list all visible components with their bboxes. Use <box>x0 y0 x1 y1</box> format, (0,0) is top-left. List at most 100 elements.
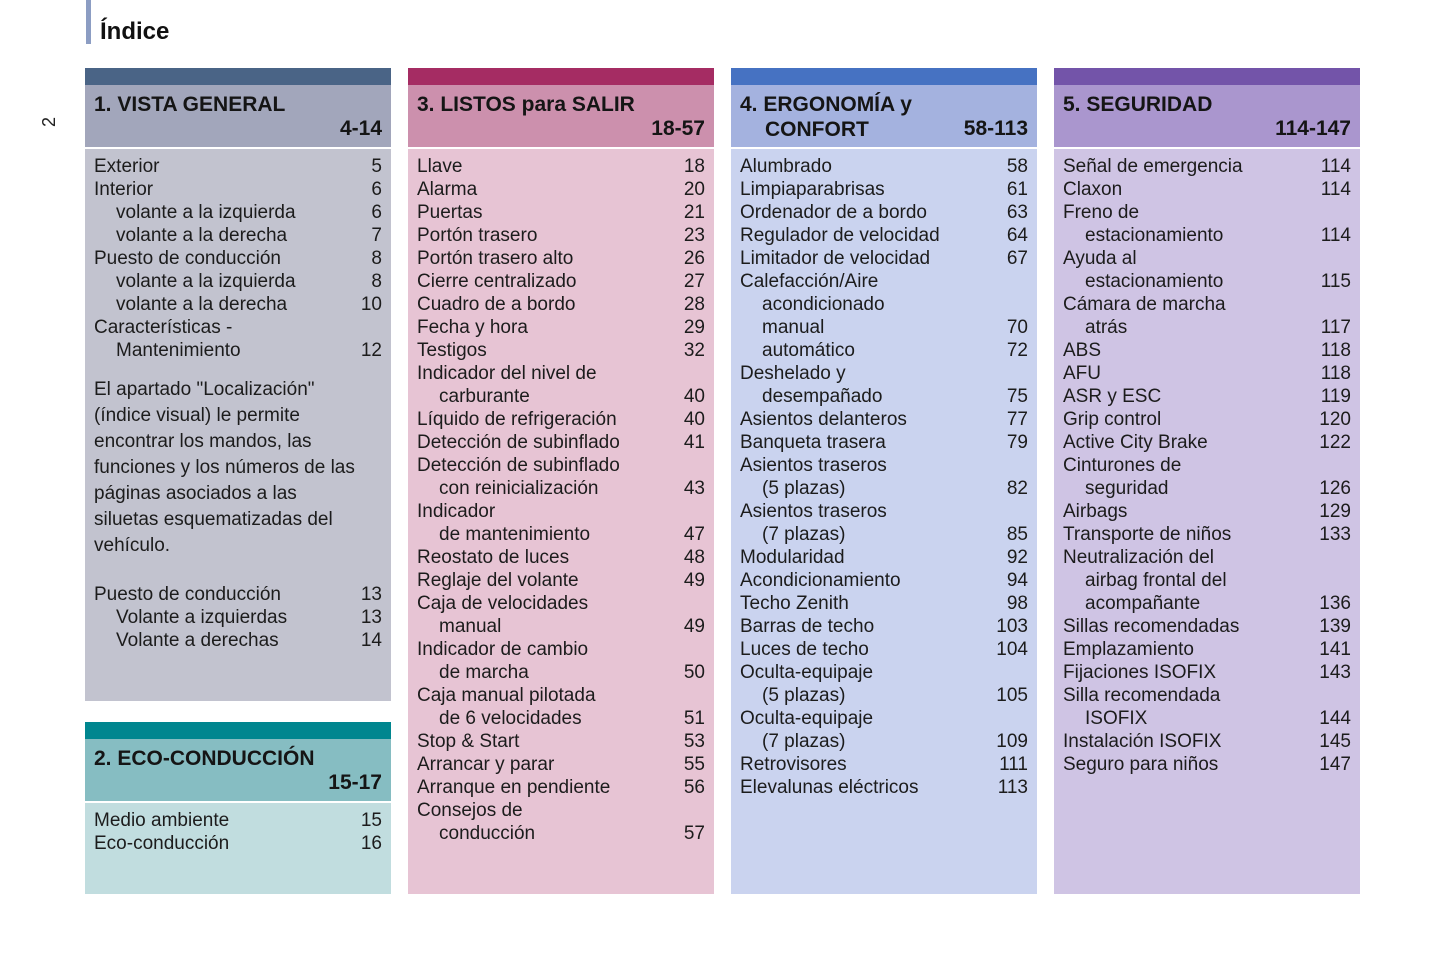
toc-entry: con reinicialización 43 <box>417 477 705 500</box>
toc-entry-label: Deshelado y <box>740 363 846 384</box>
toc-entry-page: 63 <box>1006 202 1028 223</box>
toc-entry-label: Freno de <box>1063 202 1140 223</box>
toc-entry: Claxon 114 <box>1063 178 1351 201</box>
toc-entry-label: Consejos de <box>417 800 523 821</box>
toc-entry-label: Reostato de luces <box>417 547 570 568</box>
toc-entry: ABS 118 <box>1063 339 1351 362</box>
section-seguridad: 5. SEGURIDAD 114-147 Señal de emergencia 1… <box>1054 68 1360 894</box>
toc-entry-page: 14 <box>360 630 382 651</box>
toc-entry: Seguro para niños 147 <box>1063 753 1351 776</box>
toc-entries: Puesto de conducción 13 Volante a izquierd… <box>85 577 391 652</box>
toc-entry: Retrovisores 111 <box>740 753 1028 776</box>
section-page-range: 114-147 <box>1275 117 1351 140</box>
toc-entry-page: 77 <box>1006 409 1028 430</box>
toc-entry: desempañado 75 <box>740 385 1028 408</box>
section-header: 4. ERGONOMÍA y CONFORT 58-113 <box>731 85 1037 147</box>
toc-entry-page: 5 <box>371 156 382 177</box>
toc-entry-label: volante a la izquierda <box>116 202 296 223</box>
toc-entry-label: Detección de subinflado <box>417 432 620 453</box>
toc-entry: ASR y ESC 119 <box>1063 385 1351 408</box>
toc-entry-page: 139 <box>1319 616 1351 637</box>
toc-entry: Exterior 5 <box>94 155 382 178</box>
section-color-strip <box>85 68 391 85</box>
toc-entry-label: Silla recomendada <box>1063 685 1221 706</box>
toc-entry-label: carburante <box>439 386 530 407</box>
toc-entry: atrás 117 <box>1063 316 1351 339</box>
toc-entry-label: Limitador de velocidad <box>740 248 931 269</box>
toc-entry: Fijaciones ISOFIX 143 <box>1063 661 1351 684</box>
toc-entry-page: 32 <box>683 340 705 361</box>
section-listos-para-salir: 3. LISTOS para SALIR 18-57 Llave 18 Alarma 2… <box>408 68 714 894</box>
section-color-strip <box>408 68 714 85</box>
toc-entry: Cierre centralizado 27 <box>417 270 705 293</box>
toc-entry-label: Oculta-equipaje <box>740 662 874 683</box>
toc-entry: Alarma 20 <box>417 178 705 201</box>
toc-entry-page: 105 <box>996 685 1028 706</box>
toc-entry-page: 114 <box>1320 225 1351 246</box>
toc-entry-page: 147 <box>1319 754 1351 775</box>
toc-entry-page: 43 <box>683 478 705 499</box>
toc-entry: volante a la derecha 7 <box>94 224 382 247</box>
toc-entry: Neutralización del <box>1063 546 1351 569</box>
toc-entry-page: 58 <box>1006 156 1028 177</box>
toc-entry: Puesto de conducción 13 <box>94 583 382 606</box>
toc-entry-page: 20 <box>683 179 705 200</box>
toc-entry-page: 117 <box>1320 317 1351 338</box>
toc-entry-label: Puesto de conducción <box>94 584 281 605</box>
toc-entry: Asientos traseros <box>740 454 1028 477</box>
toc-entry-label: ASR y ESC <box>1063 386 1162 407</box>
toc-entries: Medio ambiente 15 Eco-conducción 16 <box>85 803 391 855</box>
toc-entry-page: 16 <box>360 833 382 854</box>
toc-entry-page: 114 <box>1320 179 1351 200</box>
toc-entry-label: Interior <box>94 179 154 200</box>
toc-entry: Medio ambiente 15 <box>94 809 382 832</box>
toc-entry-label: Oculta-equipaje <box>740 708 874 729</box>
toc-entry-page: 47 <box>683 524 705 545</box>
toc-entry-label: manual <box>439 616 502 637</box>
toc-entry-label: Eco-conducción <box>94 833 230 854</box>
toc-entry: de 6 velocidades 51 <box>417 707 705 730</box>
toc-entry-label: ABS <box>1063 340 1102 361</box>
toc-entry-label: Arranque en pendiente <box>417 777 611 798</box>
toc-entry-label: Sillas recomendadas <box>1063 616 1240 637</box>
toc-entry-page: 6 <box>371 179 382 200</box>
toc-entry-page: 28 <box>683 294 705 315</box>
toc-entry-label: Llave <box>417 156 463 177</box>
section-header: 3. LISTOS para SALIR 18-57 <box>408 85 714 147</box>
section-title-line: 4. ERGONOMÍA y <box>740 93 912 116</box>
toc-entry-page: 119 <box>1320 386 1351 407</box>
toc-entry-page: 118 <box>1320 363 1351 384</box>
toc-entry-page: 111 <box>999 754 1028 775</box>
toc-entry: Airbags 129 <box>1063 500 1351 523</box>
toc-entry-label: Barras de techo <box>740 616 875 637</box>
toc-entry: Señal de emergencia 114 <box>1063 155 1351 178</box>
toc-entry-page: 94 <box>1006 570 1028 591</box>
section-header: 5. SEGURIDAD 114-147 <box>1054 85 1360 147</box>
toc-entry-label: Alumbrado <box>740 156 832 177</box>
toc-entry: Indicador de cambio <box>417 638 705 661</box>
toc-entry: Puertas 21 <box>417 201 705 224</box>
toc-entry: carburante 40 <box>417 385 705 408</box>
toc-entry-page: 57 <box>683 823 705 844</box>
toc-column-2: 3. LISTOS para SALIR 18-57 Llave 18 Alarma 2… <box>408 68 714 894</box>
section-body: Llave 18 Alarma 20 Puertas 21 Portón trasero 23… <box>408 147 714 894</box>
toc-entry: Instalación ISOFIX 145 <box>1063 730 1351 753</box>
toc-entry-page: 64 <box>1006 225 1028 246</box>
toc-entry-label: conducción <box>439 823 536 844</box>
toc-entry-label: Stop & Start <box>417 731 520 752</box>
toc-entry: manual 49 <box>417 615 705 638</box>
toc-entry-label: atrás <box>1085 317 1128 338</box>
toc-entry-page: 40 <box>683 386 705 407</box>
toc-entry-page: 10 <box>360 294 382 315</box>
toc-entry-page: 15 <box>360 810 382 831</box>
toc-entry-label: acondicionado <box>762 294 885 315</box>
toc-entry-page: 122 <box>1319 432 1351 453</box>
toc-entry-page: 26 <box>683 248 705 269</box>
toc-entry: ISOFIX 144 <box>1063 707 1351 730</box>
toc-entry: de mantenimiento 47 <box>417 523 705 546</box>
toc-entry: Arrancar y parar 55 <box>417 753 705 776</box>
toc-entry: (7 plazas) 85 <box>740 523 1028 546</box>
toc-entry-page: 8 <box>371 271 382 292</box>
toc-entry-label: Transporte de niños <box>1063 524 1232 545</box>
toc-entry: Modularidad 92 <box>740 546 1028 569</box>
